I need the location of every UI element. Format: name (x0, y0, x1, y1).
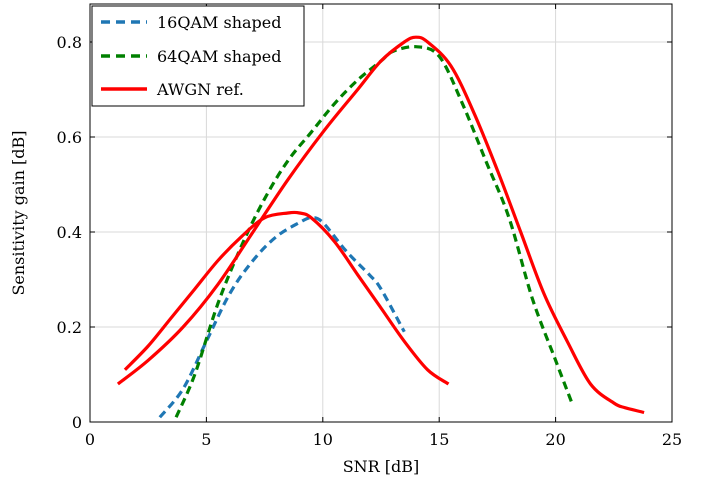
legend-label-awgn: AWGN ref. (156, 80, 244, 99)
x-tick-label: 25 (662, 430, 682, 449)
x-tick-label: 5 (201, 430, 211, 449)
y-tick-label: 0 (72, 413, 82, 432)
y-tick-label: 0.4 (57, 223, 82, 242)
series-16qam-shaped-line (158, 216, 406, 419)
series-lines (116, 35, 645, 419)
y-axis-label: Sensitivity gain [dB] (9, 130, 28, 295)
x-tick-label: 10 (313, 430, 333, 449)
axis-ticks: 0 5 10 15 20 25 0 0.2 0.4 0.6 0.8 (57, 4, 682, 449)
y-tick-label: 0.2 (57, 318, 82, 337)
y-tick-label: 0.8 (57, 33, 82, 52)
legend: 16QAM shaped 64QAM shaped AWGN ref. (91, 5, 305, 107)
x-tick-label: 20 (545, 430, 565, 449)
series-awgn-ref-line (123, 210, 450, 386)
y-tick-label: 0.6 (57, 128, 82, 147)
x-tick-label: 0 (85, 430, 95, 449)
x-tick-label: 15 (429, 430, 449, 449)
legend-label-16qam: 16QAM shaped (157, 13, 282, 32)
series-awgn-ref-line-2 (116, 35, 645, 415)
legend-label-64qam: 64QAM shaped (157, 47, 282, 66)
x-axis-label: SNR [dB] (343, 457, 420, 476)
plot-frame (89, 3, 673, 423)
